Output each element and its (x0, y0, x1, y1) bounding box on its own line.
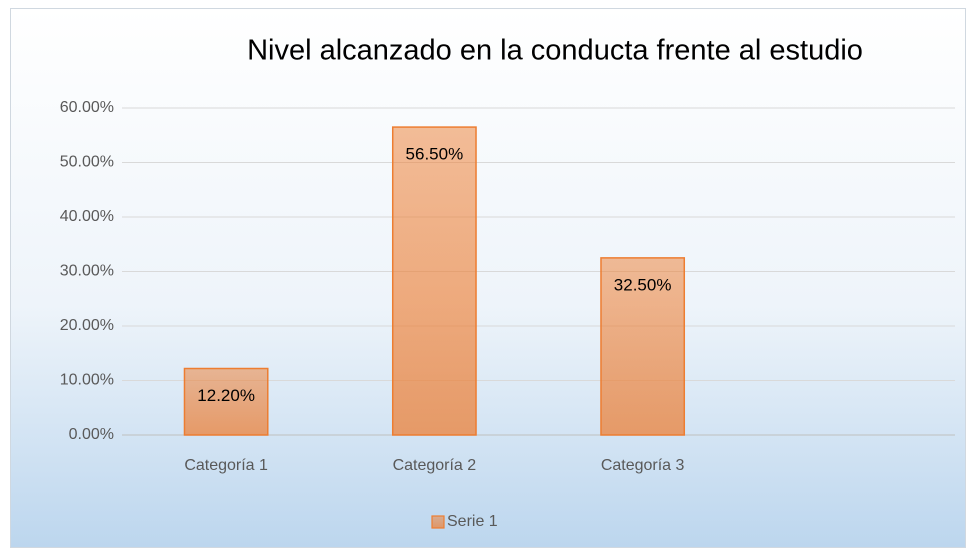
y-tick-label: 20.00% (60, 317, 114, 334)
legend-label: Serie 1 (447, 513, 498, 530)
y-tick-label: 30.00% (60, 263, 114, 280)
y-tick-label: 50.00% (60, 154, 114, 171)
y-tick-label: 40.00% (60, 208, 114, 225)
y-tick-label: 0.00% (69, 426, 114, 443)
chart-background (10, 8, 966, 548)
data-label: 56.50% (406, 145, 464, 164)
data-label: 12.20% (197, 386, 255, 405)
data-label: 32.50% (614, 275, 672, 294)
bar (600, 257, 686, 436)
x-tick-label: Categoría 2 (393, 457, 477, 474)
chart-title: Nivel alcanzado en la conducta frente al… (247, 35, 863, 67)
y-tick-label: 10.00% (60, 372, 114, 389)
legend-swatch (431, 515, 445, 529)
y-tick-label: 60.00% (60, 99, 114, 116)
bar (391, 126, 477, 436)
x-tick-label: Categoría 3 (601, 457, 685, 474)
bar (183, 367, 269, 436)
x-tick-label: Categoría 1 (184, 457, 268, 474)
